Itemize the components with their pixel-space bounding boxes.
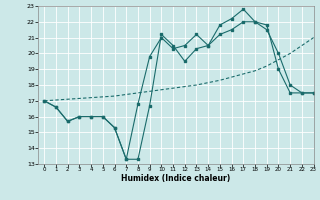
X-axis label: Humidex (Indice chaleur): Humidex (Indice chaleur) [121, 174, 231, 183]
